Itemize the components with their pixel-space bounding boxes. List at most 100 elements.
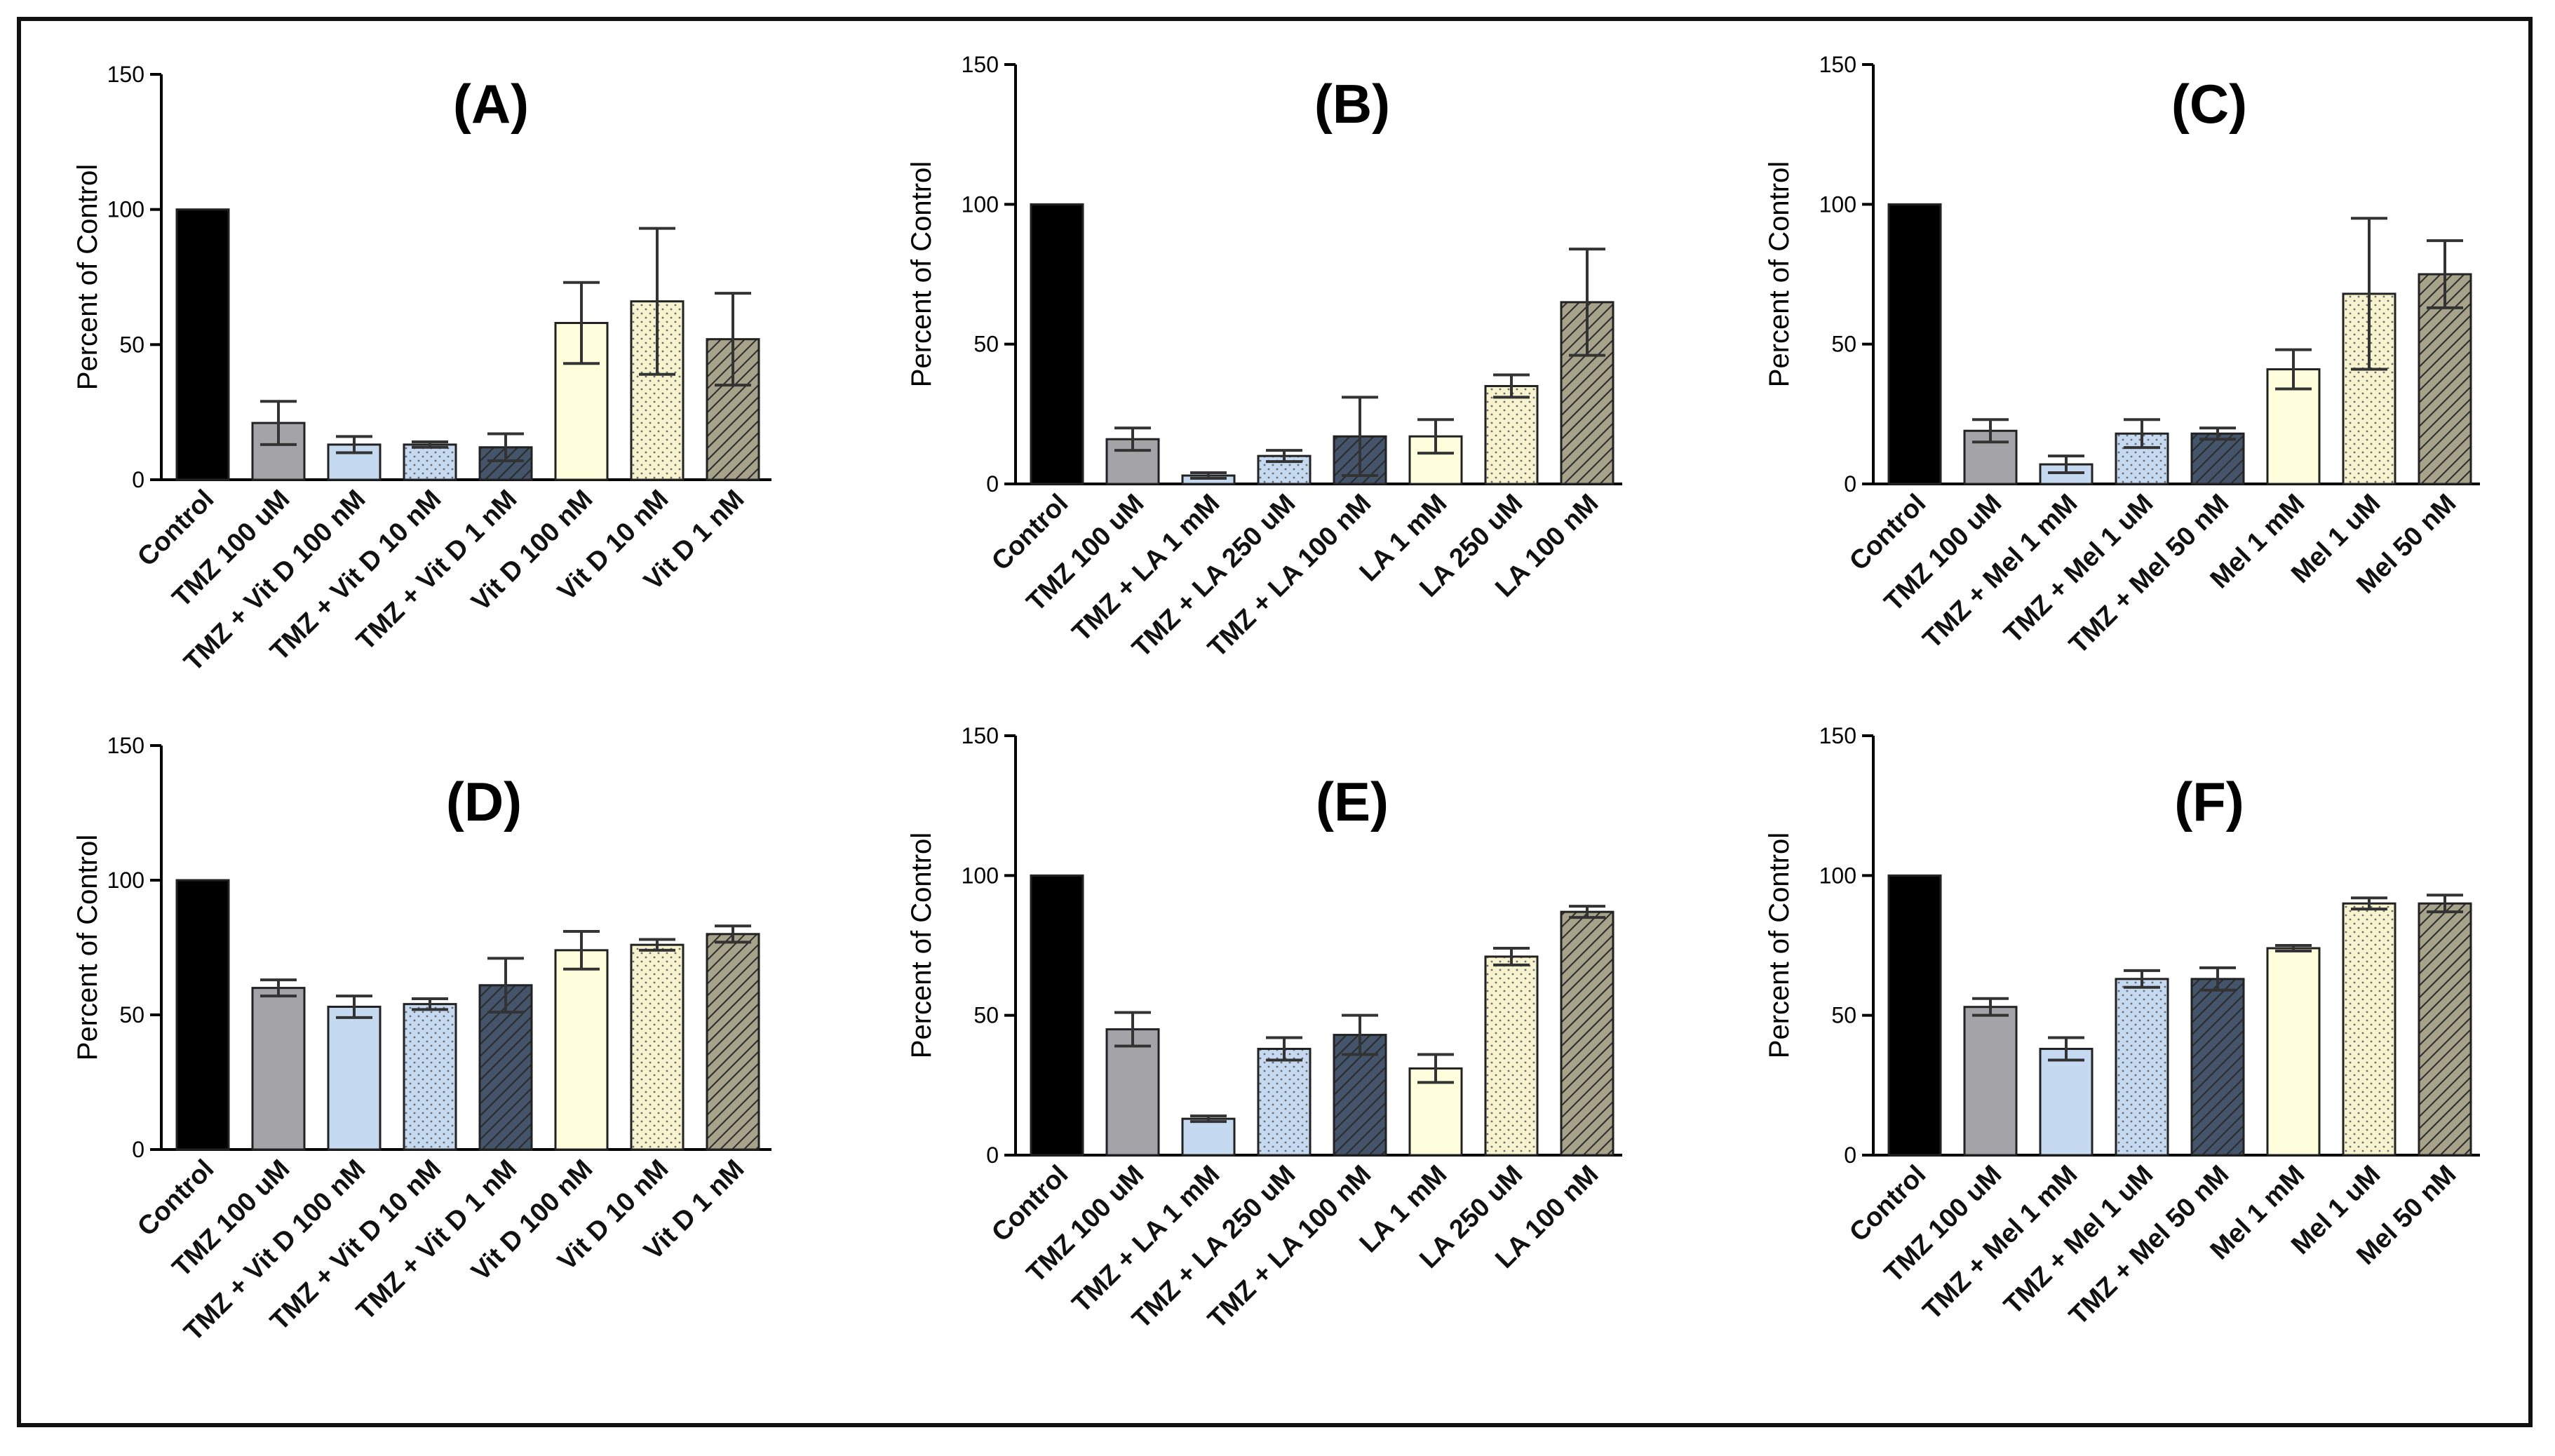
bar-control bbox=[1030, 874, 1084, 1157]
error-bar bbox=[1114, 426, 1151, 452]
bar-control bbox=[175, 208, 230, 481]
y-tick-label: 0 bbox=[986, 471, 999, 497]
y-tick-label: 100 bbox=[107, 197, 144, 222]
error-bar bbox=[1114, 1011, 1151, 1048]
error-bar bbox=[563, 281, 600, 365]
error-bar bbox=[1569, 905, 1605, 919]
y-axis-label: Percent of Control bbox=[1764, 161, 1795, 387]
chart-title: (E) bbox=[1316, 771, 1389, 833]
y-tick-label: 100 bbox=[962, 191, 999, 217]
error-bar bbox=[639, 938, 675, 952]
error-bar bbox=[2275, 944, 2312, 952]
chart-title: (F) bbox=[2174, 771, 2244, 833]
bar-tmz-100-um bbox=[1105, 1028, 1160, 1157]
error-bar bbox=[1493, 373, 1530, 399]
error-bar bbox=[1266, 1036, 1302, 1062]
error-bar bbox=[487, 432, 524, 463]
bar-tmz-vit-d-100-nm bbox=[327, 1005, 382, 1151]
error-bar bbox=[2351, 217, 2387, 371]
y-tick-label: 50 bbox=[119, 332, 144, 357]
error-bar bbox=[1972, 418, 2009, 444]
y-tick-label: 150 bbox=[1819, 52, 1856, 77]
bar-control bbox=[1030, 203, 1084, 485]
error-bar bbox=[487, 957, 524, 1014]
error-bar bbox=[1342, 1013, 1378, 1056]
error-bar bbox=[1417, 418, 1454, 455]
error-bar bbox=[1266, 449, 1302, 464]
y-tick-label: 100 bbox=[1819, 191, 1856, 217]
error-bar bbox=[412, 440, 448, 449]
bar-tmz-vit-d-10-nm bbox=[403, 443, 457, 481]
y-tick-label: 0 bbox=[986, 1142, 999, 1168]
error-bar bbox=[412, 997, 448, 1011]
y-tick-label: 50 bbox=[973, 332, 999, 357]
error-bar bbox=[336, 995, 372, 1019]
y-tick-label: 50 bbox=[1831, 1003, 1856, 1028]
error-bar bbox=[1417, 1053, 1454, 1084]
y-axis-label: Percent of Control bbox=[1764, 833, 1795, 1058]
error-bar bbox=[1190, 1114, 1227, 1124]
bar-la-100-nm bbox=[1560, 910, 1614, 1157]
y-axis-label: Percent of Control bbox=[906, 161, 937, 387]
chart-title: (A) bbox=[453, 73, 529, 135]
bar-la-250-um bbox=[1484, 384, 1539, 485]
error-bar bbox=[2124, 418, 2160, 450]
error-bar bbox=[1342, 396, 1378, 478]
y-tick-label: 0 bbox=[132, 467, 144, 492]
y-tick-label: 0 bbox=[1844, 471, 1856, 497]
bar-tmz-mel-1-um bbox=[2115, 978, 2169, 1157]
error-bar bbox=[2048, 1036, 2084, 1062]
y-tick-label: 100 bbox=[107, 868, 144, 893]
y-tick-label: 150 bbox=[107, 62, 144, 87]
bar-tmz-100-um bbox=[251, 987, 306, 1151]
error-bar bbox=[2199, 966, 2236, 992]
error-bar bbox=[715, 292, 751, 387]
y-axis-label: Percent of Control bbox=[72, 835, 103, 1060]
chart-title: (D) bbox=[446, 771, 522, 833]
error-bar bbox=[1972, 997, 2009, 1017]
bar-tmz-vit-d-100-nm bbox=[327, 443, 382, 481]
bar-control bbox=[1887, 874, 1942, 1157]
y-tick-label: 100 bbox=[1819, 863, 1856, 888]
y-axis-label: Percent of Control bbox=[72, 164, 103, 390]
error-bar bbox=[2124, 969, 2160, 989]
y-axis-label: Percent of Control bbox=[906, 833, 937, 1058]
error-bar bbox=[2351, 896, 2387, 911]
y-tick-label: 100 bbox=[962, 863, 999, 888]
error-bar bbox=[1569, 248, 1605, 357]
bar-control bbox=[175, 879, 230, 1151]
error-bar bbox=[1493, 946, 1530, 966]
error-bar bbox=[2048, 454, 2084, 475]
bar-mel-1-um bbox=[2342, 902, 2396, 1157]
y-tick-label: 150 bbox=[1819, 723, 1856, 748]
chart-title: (B) bbox=[1314, 73, 1390, 135]
chart-title: (C) bbox=[2171, 73, 2247, 135]
bar-tmz-la-250-um bbox=[1257, 1048, 1312, 1157]
error-bar bbox=[2199, 426, 2236, 441]
error-bar bbox=[2275, 348, 2312, 391]
error-bar bbox=[715, 924, 751, 944]
error-bar bbox=[639, 227, 675, 376]
y-tick-label: 150 bbox=[107, 733, 144, 758]
y-tick-label: 150 bbox=[962, 52, 999, 77]
y-tick-label: 50 bbox=[1831, 332, 1856, 357]
error-bar bbox=[2427, 894, 2463, 914]
y-tick-label: 0 bbox=[1844, 1142, 1856, 1168]
bar-la-250-um bbox=[1484, 955, 1539, 1157]
error-bar bbox=[563, 929, 600, 971]
figure-border bbox=[17, 17, 2533, 1427]
y-tick-label: 50 bbox=[973, 1003, 999, 1028]
error-bar bbox=[260, 978, 297, 998]
bar-control bbox=[1887, 203, 1942, 485]
bar-tmz-mel-50-nm bbox=[2190, 432, 2245, 485]
y-tick-label: 0 bbox=[132, 1137, 144, 1162]
y-tick-label: 50 bbox=[119, 1002, 144, 1027]
error-bar bbox=[336, 435, 372, 454]
error-bar bbox=[2427, 239, 2463, 309]
bar-vit-d-10-nm bbox=[630, 943, 685, 1151]
y-tick-label: 150 bbox=[962, 723, 999, 748]
error-bar bbox=[260, 400, 297, 446]
